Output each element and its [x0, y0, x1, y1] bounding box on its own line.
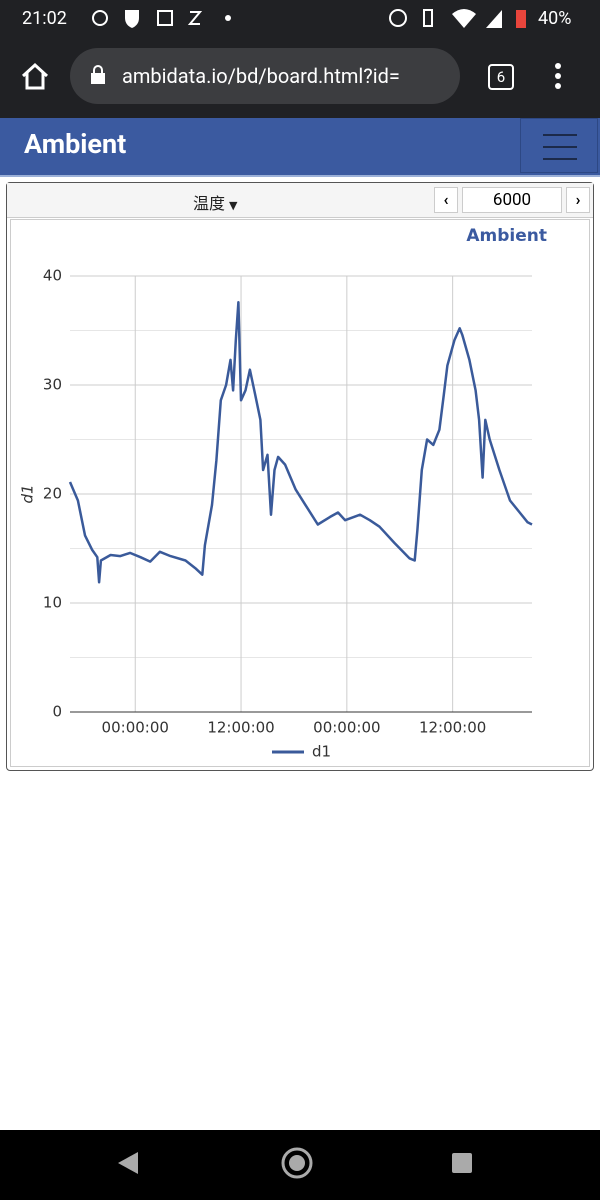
home-nav-button[interactable] — [281, 1147, 313, 1179]
y-tick-label: 40 — [43, 267, 62, 285]
status-bar: 21:02 40% — [0, 0, 600, 36]
x-tick-label: 12:00:00 — [207, 719, 274, 737]
channel-selector[interactable]: 温度 ▼ — [193, 194, 238, 213]
y-tick-label: 20 — [43, 485, 62, 503]
battery-level: 40% — [538, 8, 572, 29]
brand-label: Ambient — [466, 226, 547, 246]
home-button[interactable] — [20, 62, 50, 92]
y-tick-label: 10 — [43, 594, 62, 612]
chart-card: 温度 ▼ ‹ 6000 › — [6, 182, 594, 771]
home-nav-dot — [289, 1155, 305, 1171]
hamburger-button[interactable] — [520, 118, 598, 173]
legend-label: d1 — [312, 743, 331, 761]
nav-bar — [0, 1130, 600, 1200]
menu-button[interactable] — [552, 62, 564, 92]
x-tick-label: 00:00:00 — [102, 719, 169, 737]
selector-label: 温度 — [193, 194, 226, 213]
clock: 21:02 — [22, 8, 67, 29]
system-icons — [389, 9, 526, 28]
recents-button[interactable] — [452, 1153, 472, 1173]
url-text: ambidata.io/bd/board.html?id= — [122, 64, 400, 88]
y-tick-label: 0 — [52, 703, 62, 721]
data-line — [68, 300, 533, 584]
range-input[interactable]: 6000 — [462, 187, 562, 213]
browser-toolbar: ambidata.io/bd/board.html?id= 6 — [0, 36, 600, 118]
card-toolbar: 温度 ▼ ‹ 6000 › — [7, 183, 593, 218]
url-bar[interactable]: ambidata.io/bd/board.html?id= — [70, 48, 460, 104]
app-header: Ambient — [0, 118, 600, 177]
tab-count[interactable]: 6 — [488, 64, 514, 90]
prev-button[interactable]: ‹ — [434, 187, 458, 213]
y-axis-label: d1 — [19, 484, 37, 503]
next-button[interactable]: › — [566, 187, 590, 213]
x-tick-label: 12:00:00 — [419, 719, 486, 737]
y-tick-label: 30 — [43, 376, 62, 394]
back-button[interactable] — [118, 1152, 138, 1174]
x-tick-label: 00:00:00 — [313, 719, 380, 737]
chart: Ambient d1 0 10 20 30 40 00:00:00 12:00:00 00:0… — [19, 226, 548, 761]
app-title: Ambient — [24, 128, 127, 160]
status-icons — [92, 10, 231, 28]
lock-icon — [91, 65, 105, 84]
chart-frame — [10, 219, 590, 767]
